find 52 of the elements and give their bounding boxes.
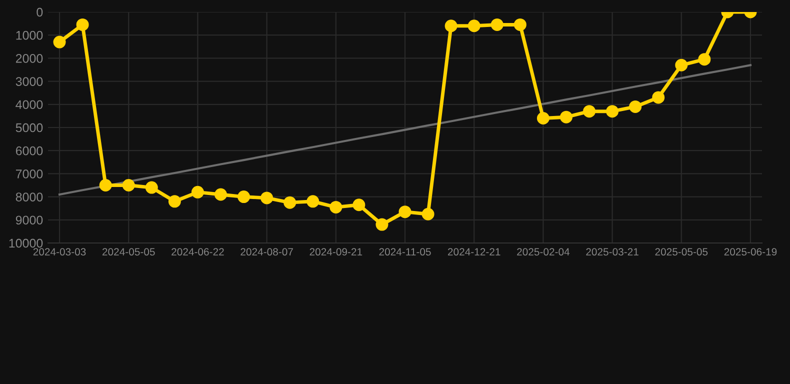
y-tick-label: 4000 [16, 100, 43, 110]
point [629, 100, 642, 113]
point [444, 20, 458, 32]
x-tick-label: 2025-03-21 [586, 248, 638, 256]
point [398, 206, 412, 218]
y-tick-label: 9000 [16, 216, 43, 225]
x-tick-label: 2024-05-05 [102, 248, 155, 256]
point [376, 218, 388, 231]
point [191, 186, 204, 198]
point [652, 91, 665, 104]
point [536, 112, 550, 125]
point [560, 110, 572, 124]
y-tick-label: 3000 [16, 77, 43, 86]
x-tick-label: 2025-06-19 [724, 248, 777, 256]
x-tick-label: 2024-06-22 [172, 248, 224, 256]
point [99, 179, 112, 192]
point [352, 198, 366, 212]
point [306, 195, 320, 208]
line-series [58, 64, 752, 196]
point [76, 18, 89, 31]
point [284, 196, 296, 209]
x-tick-label: 2025-02-04 [517, 248, 570, 256]
point [330, 200, 342, 214]
point [168, 195, 181, 208]
x-tick-label: 2024-09-21 [310, 248, 362, 256]
point [238, 190, 250, 204]
x-tick-label: 2024-08-07 [240, 248, 293, 256]
point [122, 179, 135, 192]
x-tick-label: 2025-05-05 [655, 248, 708, 256]
point [422, 208, 434, 220]
x-tick-label: 2024-12-21 [448, 248, 500, 256]
y-tick-label: 8000 [16, 192, 43, 202]
point [53, 36, 66, 48]
y-tick-label: 5000 [16, 123, 43, 132]
x-tick-label: 2024-11-05 [379, 248, 431, 256]
y-tick-label: 6000 [16, 146, 43, 156]
y-tick-label: 10000 [9, 238, 43, 248]
point [606, 105, 619, 118]
x-tick-label: 2024-03-03 [33, 248, 86, 256]
point [675, 58, 688, 72]
point [468, 20, 480, 32]
point [214, 188, 227, 201]
y-tick-label: 7000 [16, 170, 43, 178]
point [583, 105, 596, 118]
y-tick-label: 1000 [16, 30, 43, 40]
y-tick-label: 0 [36, 8, 43, 17]
point [145, 181, 158, 194]
point [260, 192, 274, 204]
point [514, 18, 526, 31]
y-tick-label: 2000 [16, 54, 43, 63]
point [698, 53, 711, 66]
point [490, 18, 504, 31]
